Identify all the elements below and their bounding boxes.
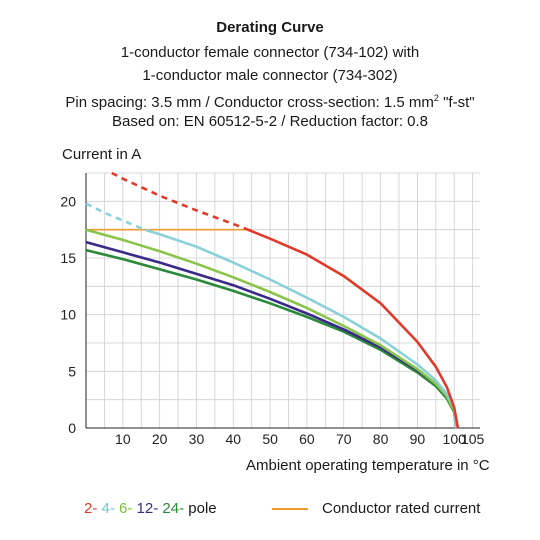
x-tick-label: 10	[115, 431, 131, 447]
series-2	[247, 228, 460, 429]
x-tick-label: 70	[336, 431, 352, 447]
x-tick-label: 50	[262, 431, 278, 447]
y-tick-label: 15	[60, 250, 76, 266]
x-tick-label: 100	[443, 431, 467, 447]
y-tick-label: 20	[60, 193, 76, 209]
chart-title: Derating Curve	[216, 19, 324, 36]
legend-12-pole: 12-	[136, 500, 159, 517]
rated-current-label: Conductor rated current	[322, 500, 481, 517]
subtitle-line-1: 1-conductor female connector (734-102) w…	[120, 44, 420, 61]
x-tick-label: 90	[410, 431, 426, 447]
series-4	[144, 228, 458, 429]
y-tick-label: 0	[68, 420, 76, 436]
x-tick-label: 80	[373, 431, 389, 447]
series-2-dashed	[111, 171, 249, 231]
subtitle-line-4: Based on: EN 60512-5-2 / Reduction facto…	[111, 113, 429, 130]
x-tick-label: 40	[226, 431, 242, 447]
y-tick-label: 5	[68, 363, 76, 379]
series-6	[85, 228, 458, 429]
subtitle-line-2: 1-conductor male connector (734-302)	[142, 67, 398, 84]
y-tick-label: 10	[60, 307, 76, 323]
legend-6-pole: 6-	[119, 500, 133, 517]
x-tick-label: 105	[461, 431, 485, 447]
rated-current-swatch	[272, 508, 308, 511]
x-tick-label: 30	[189, 431, 205, 447]
x-tick-label: 60	[299, 431, 315, 447]
pole-legend: 2- 4- 6- 12- 24- pole	[84, 500, 217, 517]
legend-4-pole: 4-	[101, 500, 115, 517]
series-4-dashed	[85, 202, 146, 231]
series-24	[85, 248, 458, 429]
y-axis-label: Current in A	[62, 146, 142, 163]
rated-current-legend: Conductor rated current	[272, 500, 480, 517]
legend-24-pole: 24-	[162, 500, 185, 517]
legend-pole-label: pole	[188, 500, 217, 517]
x-tick-label: 20	[152, 431, 168, 447]
x-axis-label: Ambient operating temperature in °C	[246, 457, 490, 474]
subtitle-line-3: Pin spacing: 3.5 mm / Conductor cross-se…	[65, 93, 475, 111]
legend-2-pole: 2-	[84, 500, 98, 517]
